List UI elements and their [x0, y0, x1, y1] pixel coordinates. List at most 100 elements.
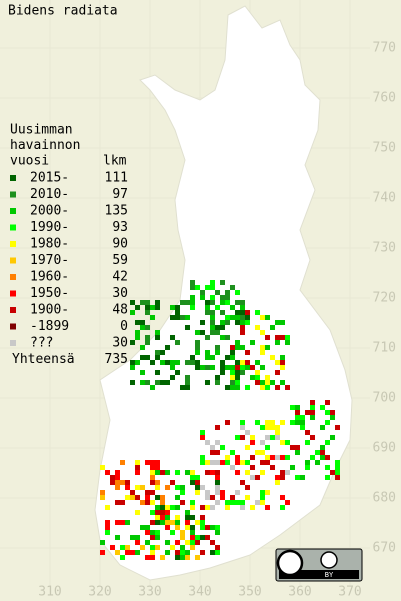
observation-square: [120, 480, 125, 485]
observation-square: [230, 350, 235, 355]
observation-square: [275, 360, 280, 365]
observation-square: [320, 425, 325, 430]
observation-square: [140, 300, 145, 305]
observation-square: [165, 540, 170, 545]
observation-square: [260, 450, 265, 455]
observation-square: [200, 290, 205, 295]
observation-square: [285, 385, 290, 390]
observation-square: [335, 425, 340, 430]
observation-square: [120, 500, 125, 505]
observation-square: [335, 475, 340, 480]
observation-square: [130, 310, 135, 315]
observation-square: [210, 525, 215, 530]
observation-square: [155, 300, 160, 305]
observation-square: [225, 385, 230, 390]
observation-square: [120, 555, 125, 560]
observation-square: [190, 305, 195, 310]
observation-square: [300, 415, 305, 420]
observation-square: [310, 415, 315, 420]
observation-square: [160, 470, 165, 475]
legend-swatch: [10, 257, 16, 264]
observation-square: [225, 315, 230, 320]
observation-square: [245, 310, 250, 315]
observation-square: [170, 375, 175, 380]
legend-swatch: [10, 241, 16, 247]
observation-square: [105, 520, 110, 525]
observation-square: [205, 535, 210, 540]
observation-square: [130, 535, 135, 540]
observation-square: [190, 285, 195, 290]
observation-square: [135, 495, 140, 500]
legend-label: 2010-: [30, 187, 69, 202]
observation-square: [180, 300, 185, 305]
observation-square: [150, 315, 155, 320]
observation-square: [245, 360, 250, 365]
observation-square: [280, 420, 285, 425]
observation-square: [115, 520, 120, 525]
observation-square: [270, 425, 275, 430]
observation-square: [235, 315, 240, 320]
observation-square: [175, 470, 180, 475]
observation-square: [185, 555, 190, 560]
observation-square: [255, 380, 260, 385]
legend-swatch: [10, 224, 16, 231]
observation-square: [245, 495, 250, 500]
observation-square: [190, 300, 195, 305]
observation-square: [245, 430, 250, 435]
observation-square: [275, 335, 280, 340]
observation-square: [210, 315, 215, 320]
observation-square: [295, 410, 300, 415]
observation-square: [250, 455, 255, 460]
observation-square: [215, 480, 220, 485]
observation-square: [230, 345, 235, 350]
observation-square: [265, 435, 270, 440]
observation-square: [225, 455, 230, 460]
observation-square: [185, 315, 190, 320]
observation-square: [220, 310, 225, 315]
observation-square: [245, 350, 250, 355]
observation-square: [250, 375, 255, 380]
legend-swatch: [10, 340, 16, 346]
observation-square: [265, 460, 270, 465]
observation-square: [320, 405, 325, 410]
observation-square: [175, 555, 180, 560]
observation-square: [120, 520, 125, 525]
observation-square: [260, 365, 265, 370]
observation-square: [155, 370, 160, 375]
observation-square: [135, 305, 140, 310]
observation-square: [115, 480, 120, 485]
observation-square: [325, 455, 330, 460]
observation-square: [210, 285, 215, 290]
observation-square: [150, 490, 155, 495]
observation-square: [175, 485, 180, 490]
observation-square: [145, 495, 150, 500]
observation-square: [270, 355, 275, 360]
observation-square: [280, 360, 285, 365]
observation-square: [255, 375, 260, 380]
observation-square: [260, 440, 265, 445]
observation-square: [190, 545, 195, 550]
observation-square: [135, 335, 140, 340]
observation-square: [210, 300, 215, 305]
y-tick-label: 730: [373, 241, 396, 256]
observation-square: [265, 380, 270, 385]
observation-square: [145, 380, 150, 385]
observation-square: [240, 325, 245, 330]
observation-square: [135, 360, 140, 365]
observation-square: [100, 465, 105, 470]
x-tick-label: 330: [138, 585, 161, 600]
observation-square: [150, 510, 155, 515]
observation-square: [215, 305, 220, 310]
observation-square: [165, 380, 170, 385]
observation-square: [200, 550, 205, 555]
y-tick-label: 720: [373, 291, 396, 306]
observation-square: [315, 450, 320, 455]
observation-square: [245, 460, 250, 465]
observation-square: [195, 535, 200, 540]
observation-square: [165, 515, 170, 520]
observation-square: [240, 305, 245, 310]
observation-square: [245, 315, 250, 320]
legend-header: Uusimman: [10, 123, 73, 138]
observation-square: [170, 480, 175, 485]
observation-square: [280, 335, 285, 340]
